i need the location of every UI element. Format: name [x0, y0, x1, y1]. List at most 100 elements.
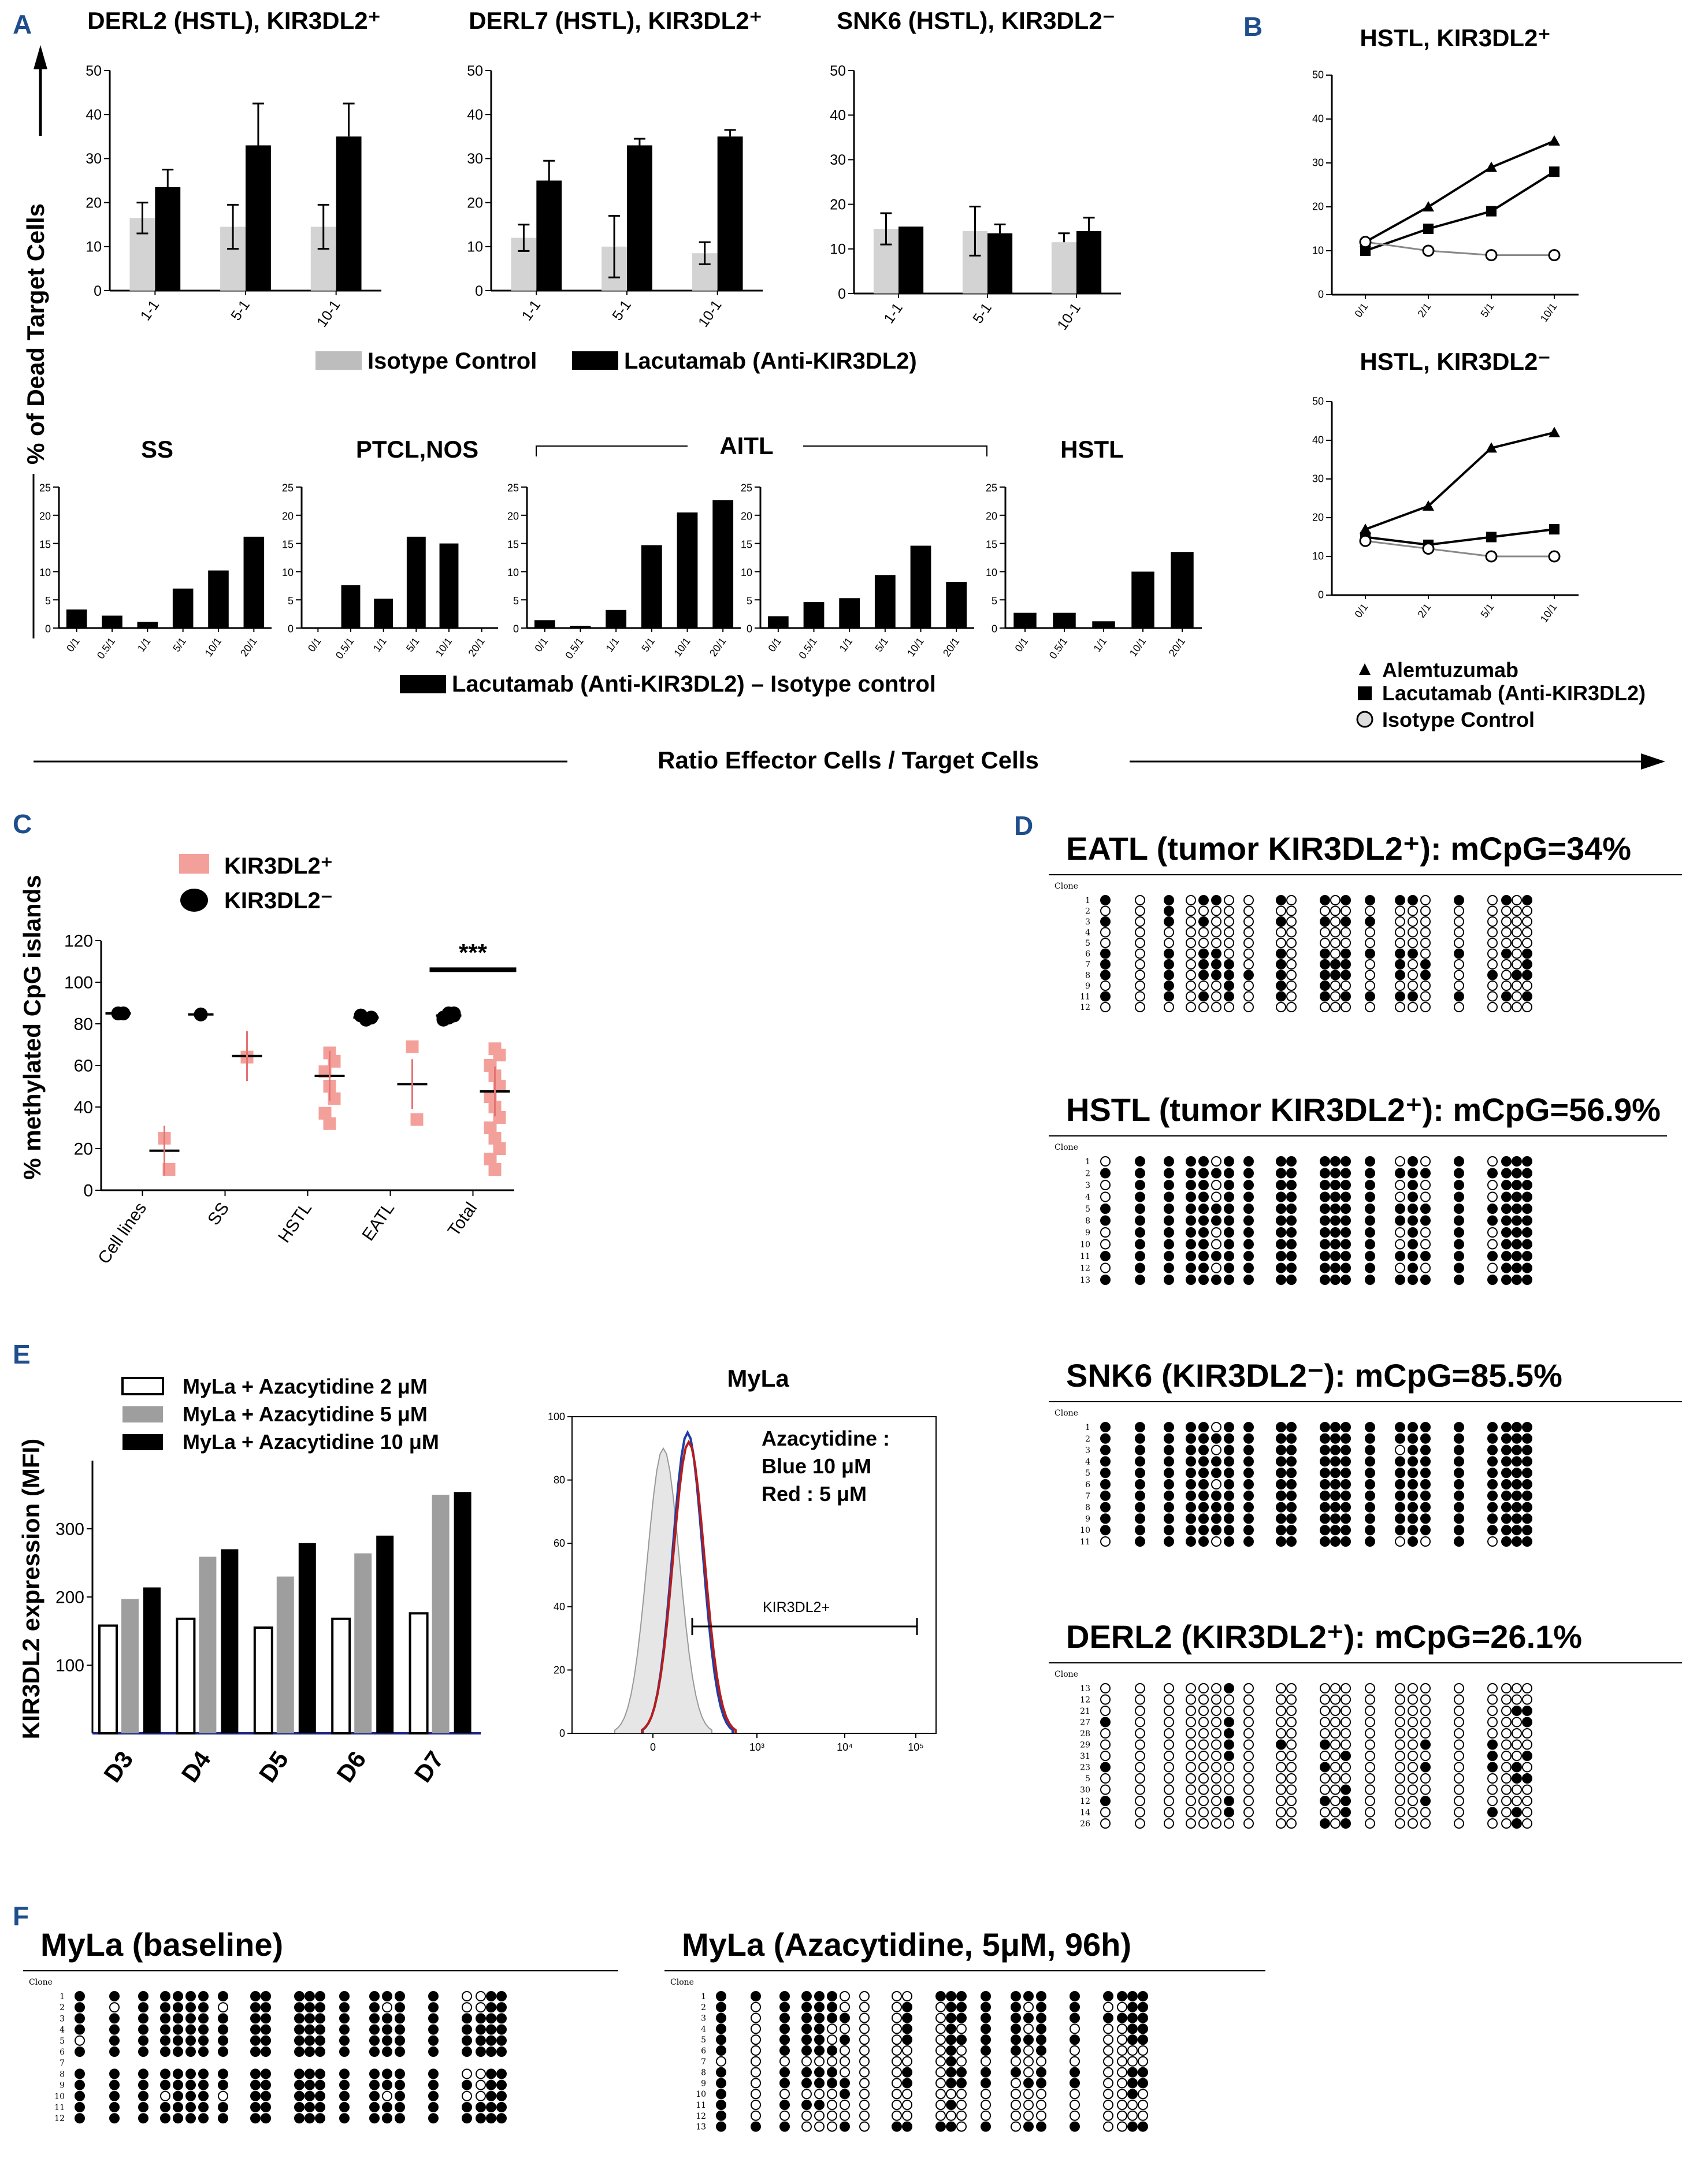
clone-number: 6 — [701, 2046, 706, 2056]
clone-number: 5 — [1085, 1774, 1090, 1784]
cpg-unmethylated — [1487, 895, 1498, 905]
cpg-unmethylated — [1487, 1536, 1498, 1547]
cpg-methylated — [1211, 1215, 1221, 1226]
cpg-unmethylated — [1365, 980, 1375, 991]
cpg-unmethylated — [1395, 1683, 1405, 1693]
cpg-methylated — [250, 2079, 261, 2090]
cpg-methylated — [218, 2046, 228, 2057]
cpg-unmethylated — [1100, 1239, 1111, 1250]
cpg-methylated — [395, 2113, 405, 2124]
cpg-unmethylated — [1100, 1694, 1111, 1705]
cpg-methylated — [814, 2012, 825, 2023]
clone-number: 13 — [1080, 1276, 1090, 1285]
cpg-methylated — [369, 2013, 380, 2024]
cpg-methylated — [1186, 1513, 1196, 1524]
cpg-unmethylated — [1243, 1728, 1254, 1739]
cpg-unmethylated — [1127, 2045, 1138, 2056]
y-tick-label: 0 — [1318, 589, 1324, 601]
cpg-methylated — [1408, 1479, 1418, 1490]
cpg-methylated — [1186, 1239, 1196, 1250]
cpg-methylated — [1501, 1433, 1512, 1444]
cpg-methylated — [1127, 1991, 1138, 2001]
cpg-methylated — [1420, 959, 1431, 970]
cpg-methylated — [1365, 916, 1375, 927]
x-tick-label: 1/1 — [837, 636, 855, 654]
point-kir-pos — [323, 1117, 336, 1130]
point-kir-pos — [484, 1121, 497, 1134]
cpg-methylated — [1395, 1456, 1405, 1467]
point-circle — [1359, 236, 1372, 248]
cpg-unmethylated — [859, 2110, 870, 2121]
x-tick-label: Cell lines — [94, 1199, 150, 1268]
cpg-methylated — [315, 2102, 325, 2112]
y-tick-label: 0 — [288, 623, 294, 635]
cpg-unmethylated — [956, 2045, 967, 2056]
point-circle — [1548, 249, 1561, 262]
cpg-unmethylated — [1164, 1784, 1174, 1795]
y-tick-label: 15 — [741, 538, 752, 550]
cpg-unmethylated — [1320, 1728, 1330, 1739]
cpg-methylated — [1276, 1180, 1286, 1190]
cpg-methylated — [716, 2034, 726, 2045]
cpg-methylated — [1224, 1456, 1234, 1467]
cpg-unmethylated — [462, 2068, 472, 2079]
cpg-unmethylated — [1224, 1784, 1234, 1795]
cpg-methylated — [1320, 970, 1330, 980]
cpg-methylated — [1224, 1275, 1234, 1285]
cpg-methylated — [1211, 970, 1221, 980]
cpg-unmethylated — [1522, 927, 1532, 938]
cpg-unmethylated — [1330, 1818, 1341, 1829]
cpg-methylated — [1211, 1468, 1221, 1479]
cpg-methylated — [1365, 1502, 1375, 1513]
point-kir-pos — [493, 1080, 506, 1093]
cpg-unmethylated — [1408, 1706, 1418, 1716]
cpg-unmethylated — [1320, 1706, 1330, 1716]
cpg-methylated — [218, 2113, 228, 2124]
cpg-methylated — [1100, 1456, 1111, 1467]
cpg-methylated — [1408, 1468, 1418, 1479]
cpg-methylated — [1138, 2067, 1148, 2078]
cpg-methylated — [160, 2113, 170, 2124]
cpg-methylated — [1036, 2023, 1046, 2034]
cpg-methylated — [198, 2068, 209, 2079]
cpg-unmethylated — [1103, 2023, 1113, 2034]
cpg-methylated — [716, 2023, 726, 2034]
clone-number: 7 — [1085, 960, 1090, 970]
cpg-unmethylated — [1198, 1706, 1209, 1716]
x-tick-label: 20/1 — [1167, 636, 1187, 659]
bar — [627, 145, 652, 291]
cpg-methylated — [1330, 1479, 1341, 1490]
cpg-methylated — [1320, 959, 1330, 970]
cpg-methylated — [1522, 1156, 1532, 1167]
cpg-methylated — [1330, 1275, 1341, 1285]
cpg-methylated — [315, 1991, 325, 2001]
cpg-methylated — [1395, 895, 1405, 905]
cpg-methylated — [1341, 1513, 1351, 1524]
cpg-unmethylated — [1365, 1728, 1375, 1739]
cpg-methylated — [486, 2024, 496, 2035]
y-tick-label: 30 — [467, 151, 483, 167]
cpg-methylated — [261, 2035, 271, 2046]
cpg-unmethylated — [1164, 1002, 1174, 1012]
cpg-methylated — [339, 2046, 350, 2057]
cpg-methylated — [1420, 1251, 1431, 1261]
cpg-methylated — [1127, 2034, 1138, 2045]
cpg-methylated — [339, 2035, 350, 2046]
y-tick-label: 60 — [554, 1537, 565, 1549]
cpg-unmethylated — [1286, 959, 1297, 970]
x-tick-label: D6 — [331, 1746, 371, 1787]
cpg-methylated — [1341, 970, 1351, 980]
cpg-methylated — [1011, 2034, 1021, 2045]
cpg-unmethylated — [1211, 1818, 1221, 1829]
cpg-unmethylated — [1186, 948, 1196, 959]
cpg-methylated — [1224, 1191, 1234, 1202]
cpg-methylated — [173, 2013, 183, 2024]
cpg-methylated — [250, 2024, 261, 2035]
cpg-methylated — [1224, 1251, 1234, 1261]
cpg-unmethylated — [1138, 2045, 1148, 2056]
clone-number: 9 — [701, 2079, 706, 2088]
cpg-methylated — [716, 2067, 726, 2078]
cpg-unmethylated — [1135, 1818, 1145, 1829]
cpg-unmethylated — [1522, 916, 1532, 927]
cpg-methylated — [261, 2068, 271, 2079]
